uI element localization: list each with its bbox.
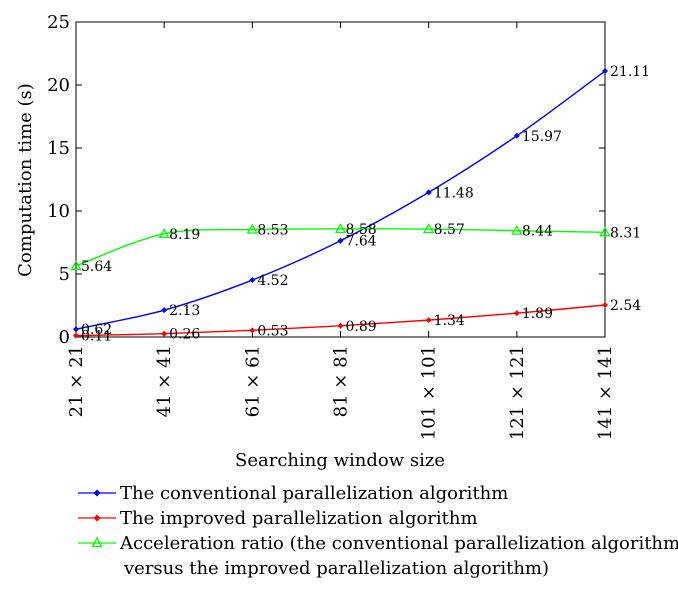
data-label: 0.11: [81, 329, 112, 345]
data-point: [337, 237, 344, 244]
data-point: [337, 322, 344, 329]
x-tick-label: 21 × 21: [66, 345, 87, 417]
data-point: [599, 226, 611, 237]
legend-label-improved: The improved parallelization algorithm: [120, 508, 478, 529]
x-tick-label: 141 × 141: [595, 345, 616, 440]
data-label: 0.53: [257, 323, 288, 339]
data-label: 11.48: [434, 185, 474, 201]
x-tick-label: 61 × 61: [242, 345, 263, 417]
legend-label-acceleration: Acceleration ratio (the conventional par…: [120, 533, 678, 554]
data-point: [425, 189, 432, 196]
data-point: [334, 223, 347, 234]
data-label: 0.26: [169, 327, 200, 343]
legend-item-improved: The improved parallelization algorithm: [76, 508, 676, 533]
data-point: [73, 332, 79, 339]
data-label: 8.19: [169, 227, 200, 243]
data-label: 8.58: [346, 222, 377, 238]
y-tick-label: 5: [59, 264, 70, 285]
data-label: 8.31: [610, 225, 641, 241]
line-chart: 0 5 10 15 20 25 21 × 21 41 × 41 61 × 61 81 × 81 1…: [15, 12, 650, 471]
y-tick-label: 0: [59, 327, 70, 348]
data-point: [161, 330, 168, 337]
data-label: 2.13: [169, 303, 200, 319]
data-point: [158, 227, 170, 238]
data-label: 0.62: [81, 322, 112, 338]
series-3: 5.64 8.19 8.53 8.58 8.57 8.44 8.31: [70, 222, 641, 275]
y-axis: 0 5 10 15 20 25: [47, 12, 605, 348]
data-point: [602, 68, 608, 75]
x-tick-label: 81 × 81: [331, 345, 352, 417]
legend-label-acceleration-cont: versus the improved parallelization algo…: [124, 558, 550, 579]
legend-swatch-blue-diamond: [78, 489, 116, 497]
data-point: [513, 132, 520, 139]
x-tick-label: 41 × 41: [154, 345, 175, 417]
data-label: 7.64: [346, 234, 377, 250]
plot-frame: [75, 21, 606, 338]
data-point: [602, 301, 608, 308]
legend-swatch-green-triangle: [78, 536, 116, 548]
legend: The conventional parallelization algorit…: [76, 483, 678, 580]
data-point: [423, 223, 435, 234]
x-axis: 21 × 21 41 × 41 61 × 61 81 × 81 101 × 101 121…: [66, 22, 616, 440]
y-tick-label: 20: [47, 75, 70, 96]
data-label: 1.34: [434, 313, 465, 329]
series-line-00ff00: [75, 228, 606, 267]
y-tick-label: 15: [47, 138, 70, 159]
data-point: [70, 260, 82, 271]
data-point: [161, 307, 168, 314]
x-axis-label: Searching window size: [235, 450, 445, 471]
data-label: 4.52: [257, 273, 288, 289]
y-axis-label: Computation time (s): [15, 83, 36, 277]
legend-label-conventional: The conventional parallelization algorit…: [120, 483, 509, 504]
y-tick-label: 25: [47, 12, 70, 33]
data-point: [513, 310, 520, 317]
x-tick-label: 101 × 101: [419, 345, 440, 440]
data-label: 1.89: [522, 306, 553, 322]
x-tick-label: 121 × 121: [507, 345, 528, 440]
data-point: [249, 277, 256, 284]
data-label: 8.57: [434, 222, 465, 238]
data-point: [249, 327, 256, 334]
series-1: 0.62 2.13 4.52 7.64 11.48 15.97 21.11: [73, 64, 650, 338]
data-label: 5.64: [81, 259, 112, 275]
data-point: [73, 326, 79, 333]
series-line-0000ff: [75, 70, 606, 330]
series-2: 0.11 0.26 0.53 0.89 1.34 1.89 2.54: [73, 298, 641, 345]
legend-item-conventional: The conventional parallelization algorit…: [76, 483, 676, 508]
data-point: [511, 224, 523, 235]
data-label: 8.44: [522, 224, 553, 240]
legend-item-acceleration: Acceleration ratio (the conventional par…: [76, 533, 678, 558]
data-point: [425, 317, 432, 324]
data-point: [246, 223, 258, 234]
y-tick-label: 10: [47, 201, 70, 222]
data-label: 0.89: [346, 319, 377, 335]
data-label: 15.97: [522, 129, 562, 145]
data-label: 8.53: [257, 223, 288, 239]
legend-swatch-red-diamond: [78, 514, 116, 522]
data-label: 2.54: [610, 298, 641, 314]
data-label: 21.11: [610, 64, 650, 80]
